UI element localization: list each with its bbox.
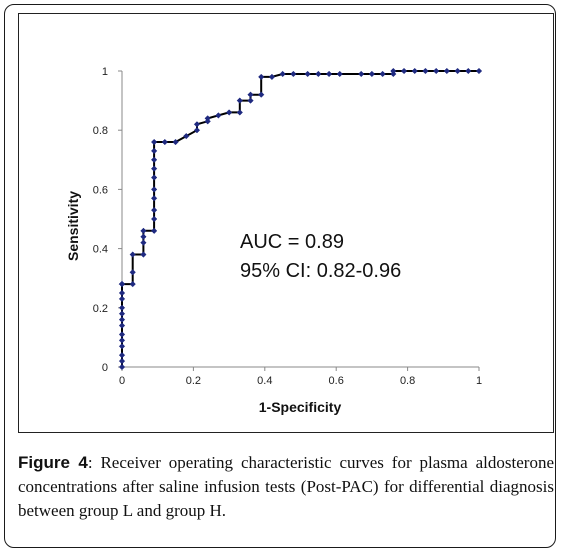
roc-point xyxy=(118,337,126,344)
roc-point xyxy=(118,295,126,303)
roc-point xyxy=(379,70,386,78)
x-tick-label: 0.8 xyxy=(400,375,415,387)
roc-point xyxy=(150,165,158,172)
roc-point xyxy=(150,215,158,223)
roc-point xyxy=(118,363,126,371)
roc-point xyxy=(368,70,376,78)
roc-point xyxy=(258,73,265,81)
roc-point xyxy=(140,227,147,234)
roc-point xyxy=(129,280,136,288)
roc-point xyxy=(118,331,126,338)
roc-point xyxy=(236,97,243,104)
ci-annotation: 95% CI: 0.82-0.96 xyxy=(240,260,401,282)
roc-point xyxy=(161,138,168,146)
roc-point xyxy=(336,70,343,78)
x-tick-label: 0.2 xyxy=(186,375,201,387)
roc-point xyxy=(433,67,440,75)
roc-point xyxy=(400,67,408,75)
x-axis-title: 1-Specificity xyxy=(259,399,342,415)
y-tick-label: 0.4 xyxy=(93,244,108,256)
roc-point xyxy=(258,91,265,98)
caption-label: Figure 4 xyxy=(18,453,88,472)
chart-axes xyxy=(121,71,479,368)
roc-point xyxy=(150,206,158,214)
roc-point xyxy=(140,251,147,258)
roc-point xyxy=(268,73,276,81)
roc-point xyxy=(140,239,147,246)
y-tick-label: 0.6 xyxy=(93,184,108,196)
roc-point xyxy=(150,138,158,146)
roc-chart: 0 0.2 0.4 0.6 0.8 1 0 0.2 0.4 0.6 0.8 1 AUC = 0.89… xyxy=(65,66,483,415)
roc-curve-line xyxy=(121,70,479,367)
roc-point xyxy=(236,109,243,116)
roc-point xyxy=(129,269,136,276)
roc-point xyxy=(215,112,222,119)
roc-point xyxy=(118,280,126,288)
y-axis-title: Sensitivity xyxy=(65,191,81,261)
roc-point xyxy=(193,127,201,134)
roc-point xyxy=(304,70,311,78)
roc-point xyxy=(290,70,297,78)
roc-point xyxy=(475,67,483,75)
y-tick-label: 0 xyxy=(102,362,108,374)
roc-point xyxy=(315,70,322,78)
roc-point xyxy=(411,67,418,75)
roc-point xyxy=(247,91,254,98)
roc-point xyxy=(118,322,126,329)
x-tick-labels: 0 0.2 0.4 0.6 0.8 1 xyxy=(119,367,482,387)
roc-point xyxy=(390,67,397,75)
auc-annotation: AUC = 0.89 xyxy=(240,231,344,253)
x-tick-label: 0.4 xyxy=(257,375,272,387)
figure-frame: 0 0.2 0.4 0.6 0.8 1 0 0.2 0.4 0.6 0.8 1 AUC = 0.89… xyxy=(4,4,556,548)
roc-point xyxy=(118,357,126,365)
roc-point xyxy=(118,316,126,323)
roc-point xyxy=(150,195,158,202)
roc-point xyxy=(422,67,429,75)
roc-point xyxy=(358,70,365,78)
y-tick-label: 0.2 xyxy=(93,303,108,315)
roc-point xyxy=(150,147,158,155)
roc-curve-markers xyxy=(118,67,483,371)
roc-point xyxy=(118,343,126,350)
roc-point xyxy=(118,310,126,317)
roc-point xyxy=(150,156,158,163)
roc-point xyxy=(150,174,158,181)
roc-point xyxy=(129,251,136,258)
figure-caption: Figure 4: Receiver operating characteris… xyxy=(18,451,554,523)
roc-point xyxy=(247,97,254,104)
roc-point xyxy=(204,115,211,122)
caption-text: : Receiver operating characteristic curv… xyxy=(18,453,554,520)
y-tick-label: 1 xyxy=(102,66,108,78)
y-tick-labels: 0 0.2 0.4 0.6 0.8 1 xyxy=(93,66,122,374)
x-tick-label: 0 xyxy=(119,375,125,387)
roc-point xyxy=(172,138,179,146)
roc-point xyxy=(150,227,158,234)
roc-point xyxy=(279,70,286,78)
roc-point xyxy=(118,289,126,297)
y-tick-label: 0.8 xyxy=(93,125,108,137)
roc-point xyxy=(454,67,461,75)
chart-area: 0 0.2 0.4 0.6 0.8 1 0 0.2 0.4 0.6 0.8 1 AUC = 0.89… xyxy=(18,13,554,433)
roc-point xyxy=(118,352,126,359)
roc-point xyxy=(465,67,472,75)
x-tick-label: 1 xyxy=(476,375,482,387)
x-tick-label: 0.6 xyxy=(329,375,344,387)
roc-point xyxy=(140,233,147,240)
roc-point xyxy=(443,67,451,75)
roc-point xyxy=(183,132,190,140)
roc-point xyxy=(193,121,201,128)
roc-point xyxy=(225,109,233,116)
roc-point xyxy=(150,186,158,193)
roc-point xyxy=(325,70,333,78)
roc-point xyxy=(118,304,126,311)
